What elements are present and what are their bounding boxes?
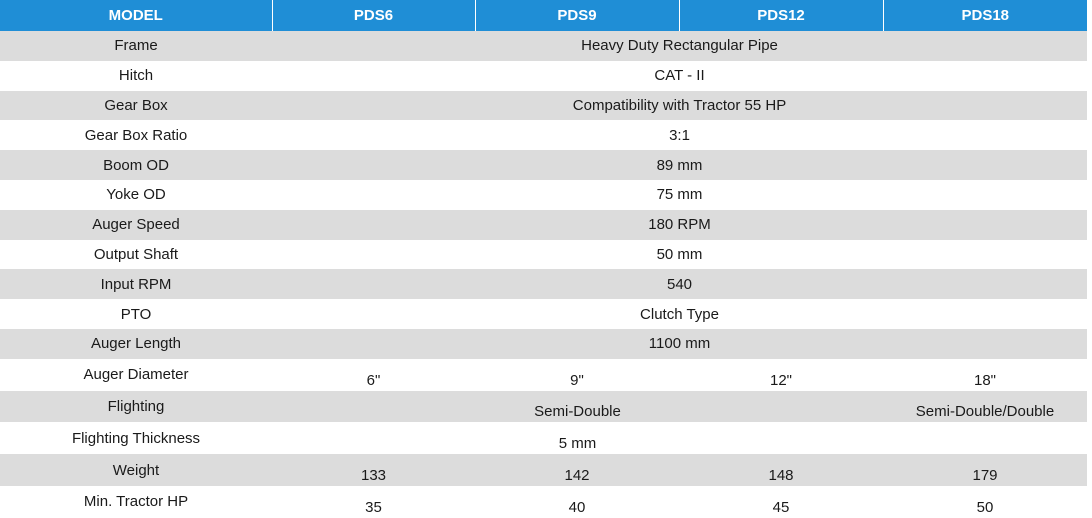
header-model: MODEL <box>0 0 273 31</box>
table-row: Flighting Thickness 5 mm <box>0 422 1087 455</box>
cell-pds6: 35 <box>272 485 475 518</box>
row-label: Output Shaft <box>0 239 272 270</box>
table-row: PTO Clutch Type <box>0 299 1087 329</box>
row-label: Auger Length <box>0 328 272 359</box>
cell-pds18: Semi-Double/Double <box>883 390 1087 423</box>
row-label: Auger Diameter <box>0 358 272 391</box>
row-label: Flighting <box>0 390 272 423</box>
cell-pds18: 50 <box>883 485 1087 518</box>
row-value: 5 mm <box>272 422 883 455</box>
row-value: 50 mm <box>272 239 1087 270</box>
row-label: Yoke OD <box>0 179 272 210</box>
row-label: PTO <box>0 299 272 329</box>
row-label: Input RPM <box>0 269 272 300</box>
row-value: 89 mm <box>272 150 1087 180</box>
cell-pds18: 18" <box>883 358 1087 391</box>
row-label: Hitch <box>0 60 272 91</box>
header-pds6: PDS6 <box>272 0 476 31</box>
table-row: Gear Box Ratio 3:1 <box>0 120 1087 151</box>
cell-pds6: 133 <box>272 454 475 486</box>
table-row: Input RPM 540 <box>0 269 1087 300</box>
row-value: Heavy Duty Rectangular Pipe <box>272 31 1087 61</box>
table-row: Auger Length 1100 mm <box>0 328 1087 359</box>
row-label: Weight <box>0 454 272 486</box>
cell-pds18: 179 <box>883 454 1087 486</box>
cell-pds18-empty <box>883 422 1087 455</box>
table-row: Gear Box Compatibility with Tractor 55 H… <box>0 90 1087 121</box>
row-label: Boom OD <box>0 150 272 180</box>
row-value: 3:1 <box>272 120 1087 151</box>
row-value: 1100 mm <box>272 328 1087 359</box>
row-value: 540 <box>272 269 1087 300</box>
row-value: 75 mm <box>272 179 1087 210</box>
header-pds12: PDS12 <box>679 0 884 31</box>
row-label: Flighting Thickness <box>0 422 272 455</box>
table-row: Hitch CAT - II <box>0 60 1087 91</box>
header-row: MODEL PDS6 PDS9 PDS12 PDS18 <box>0 0 1087 31</box>
row-label: Gear Box <box>0 90 272 121</box>
row-label: Min. Tractor HP <box>0 485 272 518</box>
table-row: Auger Speed 180 RPM <box>0 209 1087 240</box>
cell-pds12: 45 <box>679 485 883 518</box>
table-row: Yoke OD 75 mm <box>0 179 1087 210</box>
row-value: Semi-Double <box>272 390 883 423</box>
table-row: Flighting Semi-Double Semi-Double/Double <box>0 390 1087 423</box>
header-pds18: PDS18 <box>883 0 1087 31</box>
table-row: Boom OD 89 mm <box>0 150 1087 180</box>
row-value: Compatibility with Tractor 55 HP <box>272 90 1087 121</box>
header-pds9: PDS9 <box>475 0 680 31</box>
cell-pds9: 142 <box>475 454 679 486</box>
table-row: Frame Heavy Duty Rectangular Pipe <box>0 31 1087 61</box>
table-row: Min. Tractor HP 35 40 45 50 <box>0 485 1087 518</box>
row-value: CAT - II <box>272 60 1087 91</box>
row-label: Gear Box Ratio <box>0 120 272 151</box>
row-label: Frame <box>0 31 272 61</box>
cell-pds12: 12" <box>679 358 883 391</box>
row-label: Auger Speed <box>0 209 272 240</box>
row-value: Clutch Type <box>272 299 1087 329</box>
table-row: Output Shaft 50 mm <box>0 239 1087 270</box>
cell-pds6: 6" <box>272 358 475 391</box>
row-value: 180 RPM <box>272 209 1087 240</box>
cell-pds9: 9" <box>475 358 679 391</box>
cell-pds12: 148 <box>679 454 883 486</box>
cell-pds9: 40 <box>475 485 679 518</box>
table-row: Weight 133 142 148 179 <box>0 454 1087 486</box>
table-row: Auger Diameter 6" 9" 12" 18" <box>0 358 1087 391</box>
